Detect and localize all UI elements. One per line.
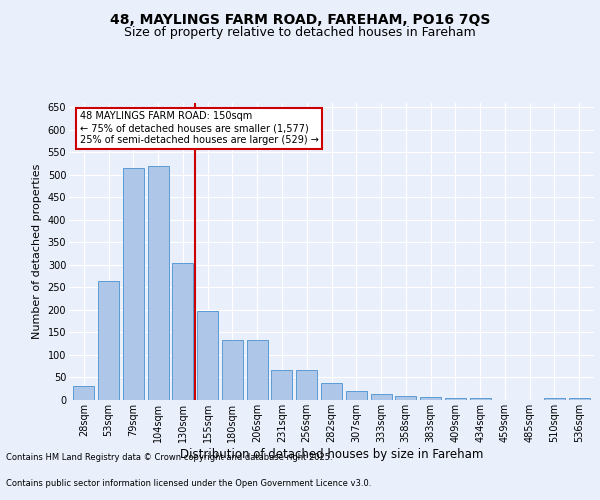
Bar <box>470 398 491 400</box>
Bar <box>222 340 243 400</box>
Bar <box>148 166 169 400</box>
Bar <box>321 383 342 400</box>
Text: Contains public sector information licensed under the Open Government Licence v3: Contains public sector information licen… <box>6 478 371 488</box>
Bar <box>569 398 590 400</box>
Bar <box>420 397 441 400</box>
Bar <box>346 392 367 400</box>
Bar <box>271 370 292 400</box>
Bar <box>395 396 416 400</box>
Bar <box>98 280 119 400</box>
Text: Size of property relative to detached houses in Fareham: Size of property relative to detached ho… <box>124 26 476 39</box>
Bar <box>371 394 392 400</box>
Bar <box>296 370 317 400</box>
Bar <box>247 340 268 400</box>
Y-axis label: Number of detached properties: Number of detached properties <box>32 164 42 339</box>
Text: Contains HM Land Registry data © Crown copyright and database right 2025.: Contains HM Land Registry data © Crown c… <box>6 454 332 462</box>
Bar <box>544 398 565 400</box>
Bar <box>445 398 466 400</box>
Bar <box>197 311 218 400</box>
Bar <box>172 262 193 400</box>
Bar <box>73 386 94 400</box>
X-axis label: Distribution of detached houses by size in Fareham: Distribution of detached houses by size … <box>180 448 483 460</box>
Text: 48, MAYLINGS FARM ROAD, FAREHAM, PO16 7QS: 48, MAYLINGS FARM ROAD, FAREHAM, PO16 7Q… <box>110 12 490 26</box>
Bar <box>123 168 144 400</box>
Text: 48 MAYLINGS FARM ROAD: 150sqm
← 75% of detached houses are smaller (1,577)
25% o: 48 MAYLINGS FARM ROAD: 150sqm ← 75% of d… <box>79 112 319 144</box>
